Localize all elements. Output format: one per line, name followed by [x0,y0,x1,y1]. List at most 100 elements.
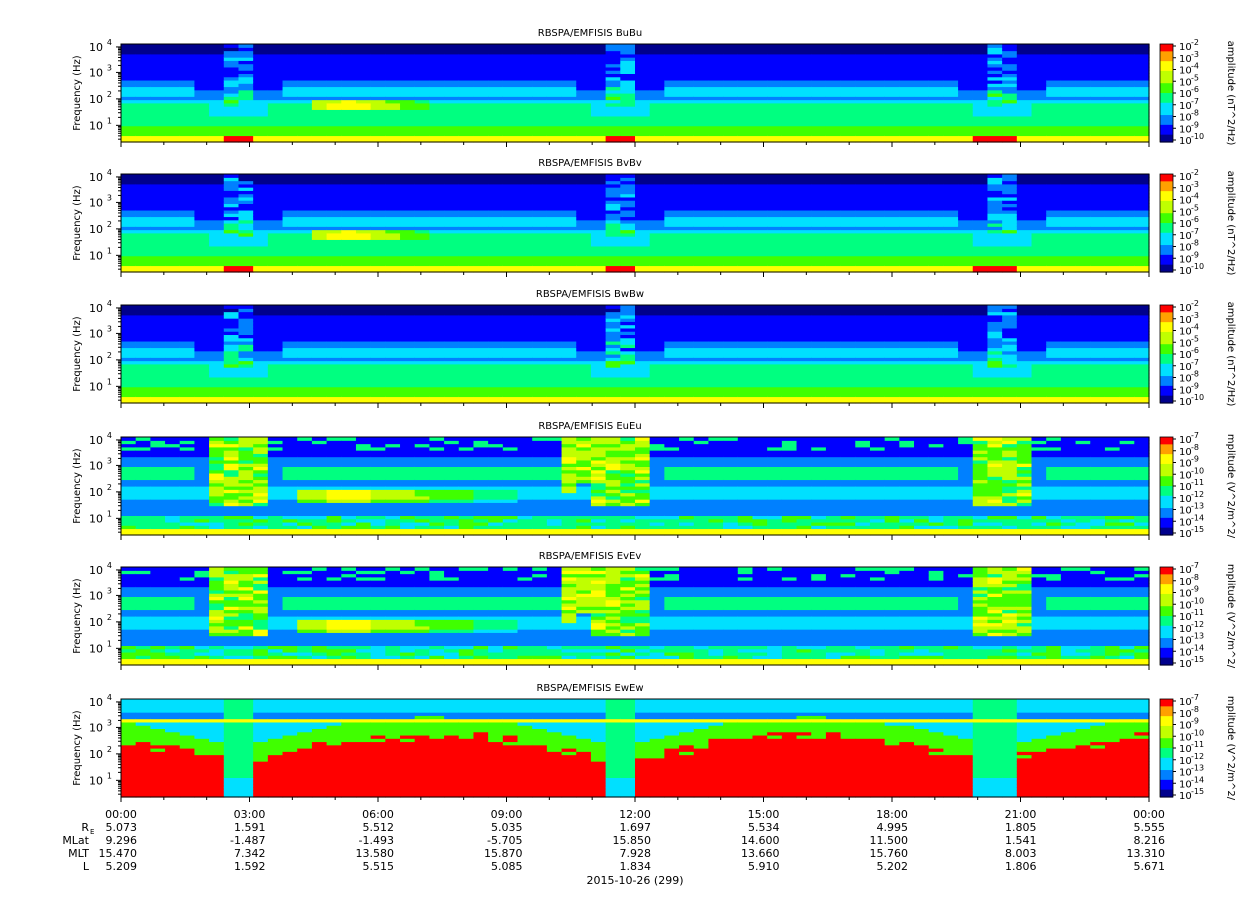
heatmap-cell [840,63,856,68]
heatmap-cell [1104,86,1121,91]
heatmap-cell [576,135,592,140]
heatmap-cell [590,57,607,61]
heatmap-cell [869,106,886,110]
heatmap-cell [238,206,254,211]
y-tick-label: 10 [89,223,103,236]
heatmap-cell [855,119,871,123]
heatmap-cell [400,128,416,133]
heatmap-cell [825,66,842,71]
heatmap-cell [840,115,856,120]
heatmap-cell [238,389,254,394]
heatmap-cell [370,252,386,257]
heatmap-cell [1134,229,1150,234]
heatmap-cell [840,119,856,123]
heatmap-cell [664,229,680,234]
heatmap-cell [723,258,739,263]
heatmap-cell [914,236,930,240]
heatmap-cell [914,125,930,130]
heatmap-cell [209,122,225,127]
heatmap-cell [532,249,548,253]
heatmap-cell [458,213,475,218]
heatmap-cell [752,60,768,65]
heatmap-cell [238,350,254,355]
heatmap-cell [150,122,166,127]
heatmap-cell [1075,47,1091,52]
heatmap-cell [1016,180,1033,185]
heatmap-cell [238,321,254,326]
heatmap-cell [855,258,871,263]
heatmap-cell [1075,262,1091,267]
heatmap-cell [899,265,915,270]
heatmap-cell [1016,57,1033,61]
heatmap-cell [693,106,710,110]
heatmap-cell [282,226,298,231]
heatmap-cell [1016,102,1033,107]
heatmap-cell [943,209,959,214]
heatmap-cell [414,73,430,78]
heatmap-cell [855,125,871,130]
heatmap-cell [825,119,842,123]
heatmap-cell [267,73,284,78]
heatmap-cell [444,83,460,88]
heatmap-cell [693,138,710,143]
heatmap-cell [209,213,225,218]
heatmap-cell [267,223,284,227]
heatmap-cell [958,252,974,257]
heatmap-cell [781,122,798,127]
heatmap-cell [958,106,974,110]
heatmap-cell [1090,122,1106,127]
heatmap-cell [708,70,724,74]
heatmap-cell [238,236,254,240]
heatmap-cell [341,337,357,342]
heatmap-cell [370,70,386,74]
heatmap-cell [590,180,607,185]
heatmap-cell [488,196,504,201]
heatmap-cell [781,177,798,182]
heatmap-cell [165,245,181,250]
heatmap-cell [914,258,930,263]
heatmap-cell [635,60,651,65]
heatmap-cell [649,268,665,273]
heatmap-cell [488,249,504,253]
heatmap-cell [1119,86,1135,91]
heatmap-cell [150,236,166,240]
heatmap-cell [987,245,1003,250]
heatmap-cell [752,119,768,123]
heatmap-cell [135,128,151,133]
heatmap-cell [165,83,181,88]
heatmap-cell [1075,226,1091,231]
heatmap-cell [502,106,519,110]
heatmap-cell [899,57,915,61]
heatmap-cell [811,229,827,234]
heatmap-cell [987,76,1003,81]
heatmap-cell [311,60,328,65]
heatmap-cell [223,60,240,65]
heatmap-cell [1031,255,1047,260]
heatmap-cell [972,239,989,244]
heatmap-cell [223,373,240,378]
heatmap-cell [355,380,372,384]
heatmap-cell [664,249,680,253]
heatmap-cell [884,245,900,250]
heatmap-cell [752,193,768,198]
heatmap-cell [1104,50,1121,55]
heatmap-cell [194,331,210,335]
heatmap-cell [708,96,724,101]
heatmap-cell [620,86,636,91]
heatmap-cell [311,242,328,247]
heatmap-cell [179,47,196,52]
heatmap-cell [869,83,886,88]
heatmap-cell [414,53,430,58]
heatmap-cell [194,245,210,250]
heatmap-cell [693,119,710,123]
heatmap-cell [1104,96,1121,101]
heatmap-cell [752,112,768,117]
heatmap-cell [473,89,489,94]
heatmap-cell [253,363,269,368]
heatmap-cell [165,396,181,401]
heatmap-cell [884,203,900,208]
heatmap-cell [723,109,739,114]
heatmap-cell [796,219,812,224]
heatmap-cell [1119,245,1135,250]
heatmap-cell [1134,249,1150,253]
